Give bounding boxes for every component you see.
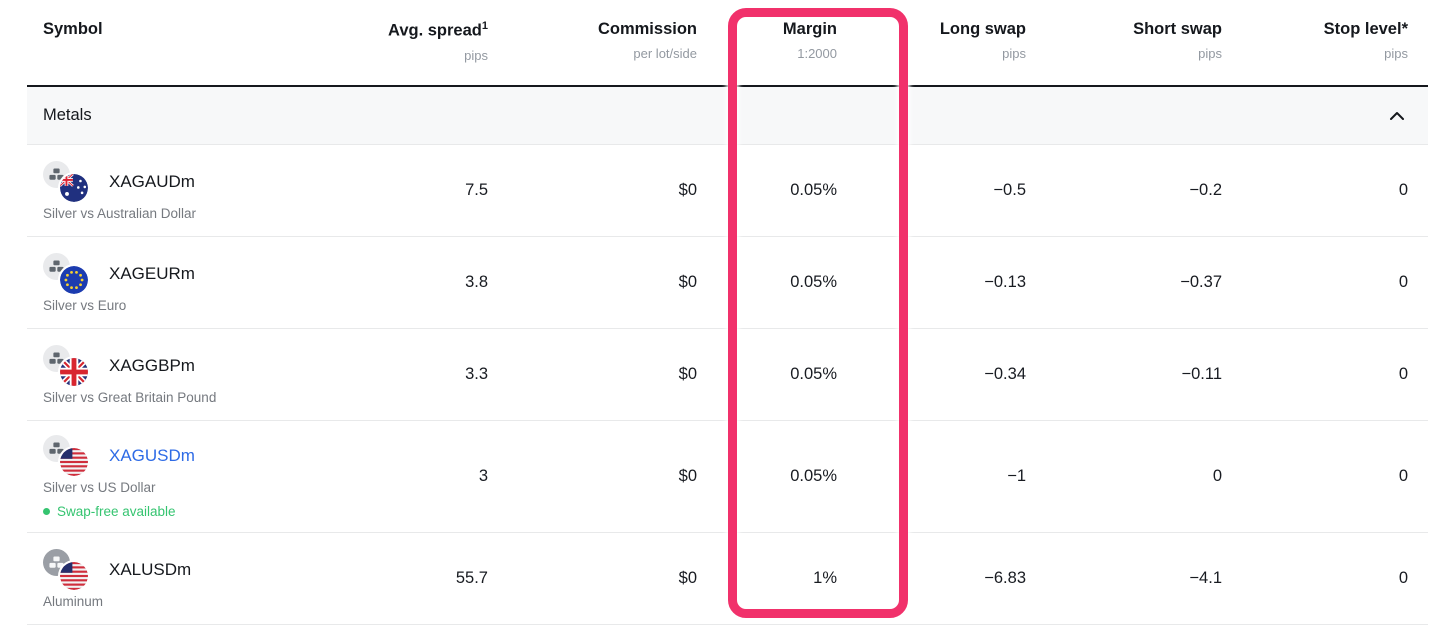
symbol-cell: XAGEURm Silver vs Euro <box>27 252 361 313</box>
avg-spread-value: 7.5 <box>465 181 488 199</box>
margin-value: 0.05% <box>790 181 837 199</box>
short-swap-value: −0.11 <box>1181 365 1222 383</box>
commission-value: $0 <box>678 467 697 485</box>
flag-us-icon <box>60 447 88 476</box>
table-row: XAGGBPm Silver vs Great Britain Pound 3.3 $… <box>27 329 1428 421</box>
table-header: Symbol Avg. spread1 pips Commission per … <box>27 0 1428 87</box>
symbol-name: XAGAUDm <box>109 171 195 191</box>
long-swap-value: −6.83 <box>984 569 1026 587</box>
column-label: Symbol <box>43 20 103 38</box>
stop-level-value: 0 <box>1398 181 1408 199</box>
column-label: Margin <box>782 20 837 38</box>
long-swap-value: −0.34 <box>984 365 1026 383</box>
column-unit <box>43 46 361 61</box>
instrument-pair-icon <box>43 548 89 591</box>
instrument-pair-icon <box>43 160 89 203</box>
short-swap-value: 0 <box>1212 467 1222 485</box>
table-row: XALUSDm Aluminum 55.7 $0 1% −6.83 −4.1 0 <box>27 533 1428 625</box>
flag-australia-icon <box>60 173 88 202</box>
symbol-cell: XAGUSDm Silver vs US Dollar Swap-free avai… <box>27 434 361 519</box>
margin-value: 0.05% <box>790 467 837 485</box>
stop-level-value: 0 <box>1398 273 1408 291</box>
long-swap-value: −0.13 <box>984 273 1026 291</box>
avg-spread-value: 3.8 <box>465 273 488 291</box>
short-swap-value: −0.37 <box>1180 273 1222 291</box>
stop-level-value: 0 <box>1398 569 1408 587</box>
symbol-description: Silver vs Australian Dollar <box>43 205 197 221</box>
flag-us-icon <box>60 561 88 590</box>
instrument-pair-icon <box>43 344 89 387</box>
swap-free-label: Swap-free available <box>57 503 176 519</box>
symbol-name: XAGGBPm <box>109 355 195 375</box>
symbol-description: Silver vs Euro <box>43 297 127 313</box>
column-header-long-swap: Long swap pips <box>857 0 1046 85</box>
column-label: Avg. spread1 <box>388 20 488 40</box>
footnote-marker: 1 <box>481 20 488 32</box>
avg-spread-value: 55.7 <box>455 569 488 587</box>
margin-value: 1% <box>813 569 837 587</box>
column-unit: pips <box>1002 46 1026 61</box>
symbol-name[interactable]: XAGUSDm <box>109 445 195 465</box>
short-swap-value: −0.2 <box>1189 181 1222 199</box>
column-label: Commission <box>597 20 697 38</box>
symbol-name: XAGEURm <box>109 263 195 283</box>
chevron-up-icon[interactable] <box>1389 111 1405 121</box>
section-label: Metals <box>43 106 92 124</box>
column-header-avg-spread: Avg. spread1 pips <box>361 0 508 85</box>
table-row: XAGAUDm Silver vs Australian Dollar 7.5 $0 0… <box>27 145 1428 237</box>
green-dot-icon <box>43 507 50 515</box>
instrument-pair-icon <box>43 252 89 295</box>
column-unit: per lot/side <box>633 46 697 61</box>
margin-value: 0.05% <box>790 365 837 383</box>
stop-level-value: 0 <box>1398 365 1408 383</box>
instruments-table: Symbol Avg. spread1 pips Commission per … <box>27 0 1428 625</box>
instrument-pair-icon <box>43 434 89 477</box>
column-header-margin: Margin 1:2000 <box>717 0 857 85</box>
symbol-description: Silver vs US Dollar <box>43 479 156 495</box>
column-label: Short swap <box>1133 20 1222 38</box>
column-unit: pips <box>1384 46 1408 61</box>
short-swap-value: −4.1 <box>1189 569 1222 587</box>
column-header-commission: Commission per lot/side <box>508 0 717 85</box>
long-swap-value: −1 <box>1007 467 1026 485</box>
column-header-symbol: Symbol <box>27 0 361 85</box>
symbol-cell: XALUSDm Aluminum <box>27 548 361 609</box>
commission-value: $0 <box>678 569 697 587</box>
symbol-cell: XAGAUDm Silver vs Australian Dollar <box>27 160 361 221</box>
symbol-description: Aluminum <box>43 593 104 609</box>
commission-value: $0 <box>678 181 697 199</box>
flag-uk-icon <box>60 357 88 386</box>
symbol-description: Silver vs Great Britain Pound <box>43 389 217 405</box>
column-label: Stop level* <box>1323 20 1408 38</box>
margin-value: 0.05% <box>790 273 837 291</box>
table-body: XAGAUDm Silver vs Australian Dollar 7.5 $0 0… <box>27 145 1428 625</box>
avg-spread-value: 3.3 <box>465 365 488 383</box>
column-header-stop-level: Stop level* pips <box>1242 0 1428 85</box>
commission-value: $0 <box>678 365 697 383</box>
table-row: XAGUSDm Silver vs US Dollar Swap-free avai… <box>27 421 1428 533</box>
column-unit: pips <box>1198 46 1222 61</box>
swap-free-badge: Swap-free available <box>43 504 361 519</box>
avg-spread-value: 3 <box>478 467 488 485</box>
long-swap-value: −0.5 <box>993 181 1026 199</box>
symbol-cell: XAGGBPm Silver vs Great Britain Pound <box>27 344 361 405</box>
column-unit: 1:2000 <box>797 46 837 61</box>
flag-eu-icon <box>60 265 88 294</box>
column-label: Long swap <box>939 20 1026 38</box>
commission-value: $0 <box>678 273 697 291</box>
section-row-metals[interactable]: Metals <box>27 87 1428 145</box>
column-unit: pips <box>464 47 488 63</box>
table-row: XAGEURm Silver vs Euro 3.8 $0 0.05% −0.13 −0.3… <box>27 237 1428 329</box>
symbol-name: XALUSDm <box>109 559 192 579</box>
stop-level-value: 0 <box>1398 467 1408 485</box>
column-header-short-swap: Short swap pips <box>1046 0 1242 85</box>
